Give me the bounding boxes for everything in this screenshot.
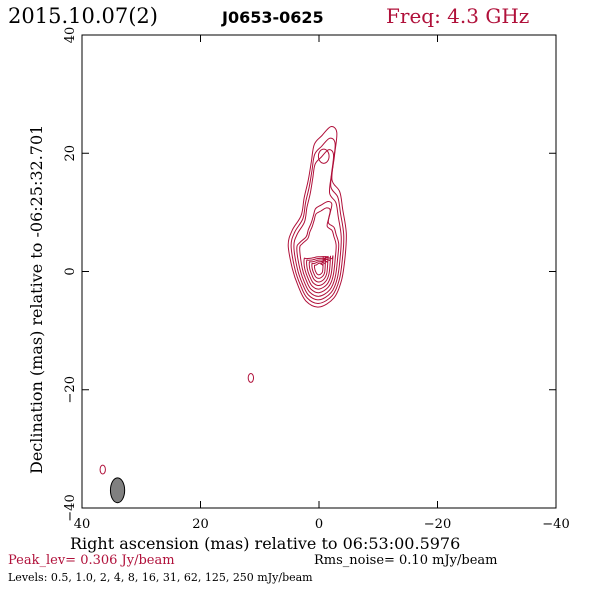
contour-level-3 (293, 149, 342, 301)
x-tick-label: 40 (74, 517, 91, 532)
frequency-label: Freq: 4.3 GHz (386, 4, 530, 28)
contour-level-4 (296, 201, 340, 297)
y-tick-label: −20 (63, 376, 78, 403)
contour-group (99, 126, 347, 475)
peak-level: Peak_lev= 0.306 Jy/beam (8, 553, 175, 568)
y-axis-label: Declination (mas) relative to -06:25:32.… (27, 125, 46, 474)
contour-level-10 (313, 256, 324, 276)
y-tick-label: 20 (63, 145, 78, 162)
contour-level-1 (287, 126, 347, 308)
contour-level-5 (299, 207, 337, 294)
isolated-contour (99, 464, 106, 475)
contour-level-2 (290, 137, 345, 304)
contour-level-7 (306, 255, 332, 287)
x-axis-label: Right ascension (mas) relative to 06:53:… (70, 534, 460, 553)
x-tick-label: −40 (542, 517, 569, 532)
contour-level-6 (303, 255, 334, 290)
x-tick-label: −20 (424, 517, 451, 532)
jet-knot-contour (317, 148, 330, 164)
y-tick-label: −40 (63, 494, 78, 521)
contour-level-9 (311, 256, 327, 279)
rms-noise: Rms_noise= 0.10 mJy/beam (314, 553, 498, 568)
x-tick-label: 20 (192, 517, 209, 532)
restoring-beam (109, 477, 126, 504)
contour-level-8 (308, 255, 329, 283)
y-tick-label: 40 (63, 27, 78, 44)
x-tick-label: 0 (315, 517, 323, 532)
source-name: J0653-0625 (222, 8, 324, 27)
plot-frame (81, 34, 557, 509)
axis-ticks: 40 20 0 −20 −40 −40 −20 0 20 40 (63, 27, 570, 532)
y-tick-label: 0 (63, 267, 78, 275)
isolated-contour (247, 372, 255, 383)
epoch-date: 2015.10.07(2) (8, 4, 158, 28)
beam-group (109, 477, 126, 504)
contour-levels: Levels: 0.5, 1.0, 2, 4, 8, 16, 31, 62, 1… (8, 571, 313, 584)
